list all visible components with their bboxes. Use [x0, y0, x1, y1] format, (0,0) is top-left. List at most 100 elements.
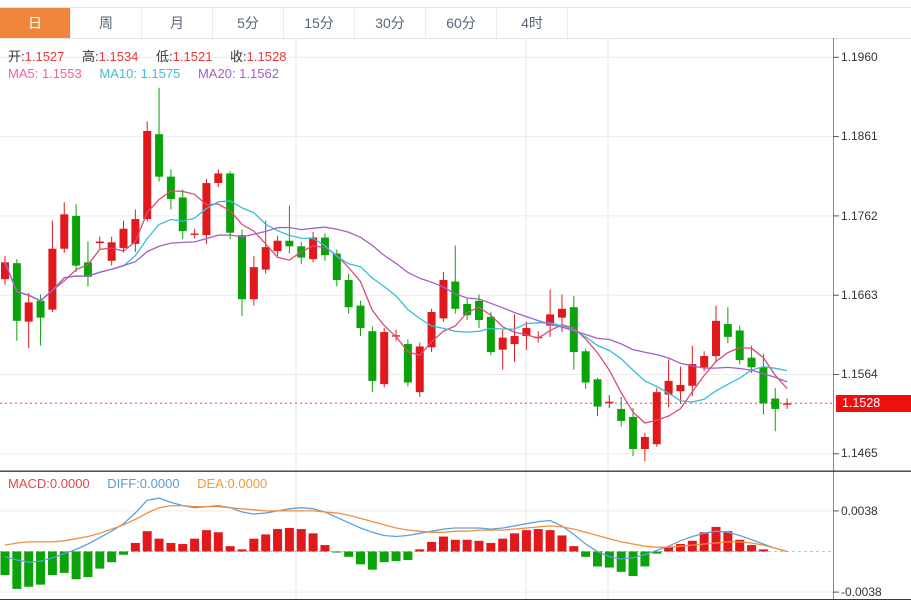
- candle-body: [249, 267, 258, 300]
- candle-body: [557, 308, 566, 318]
- candle-body: [439, 279, 448, 319]
- ma20-label: MA20:: [197, 66, 236, 81]
- macd-bar: [557, 535, 567, 552]
- candle-body: [676, 384, 685, 392]
- ma20-value: 1.1562: [239, 66, 279, 81]
- candle-body: [95, 241, 104, 244]
- macd-bar: [95, 551, 105, 569]
- high-label: 高:: [82, 49, 99, 64]
- ma10-line: [4, 200, 788, 403]
- macd-readout: MACD:0.0000 DIFF:0.0000 DEA:0.0000: [8, 476, 267, 491]
- macd-bar: [284, 527, 294, 552]
- tab-15min[interactable]: 15分: [284, 8, 355, 39]
- candle-body: [24, 302, 33, 322]
- macd-tick-positive: 0.0038: [841, 504, 878, 518]
- candle-body: [238, 235, 246, 300]
- candle-body: [356, 305, 365, 329]
- candle-body: [605, 401, 614, 404]
- price-tick-1: 1.1960: [841, 50, 878, 64]
- candle-body: [700, 356, 709, 368]
- candle-body: [131, 219, 140, 244]
- macd-bar: [83, 551, 93, 578]
- macd-bar: [675, 544, 685, 552]
- macd-bar: [545, 530, 555, 552]
- candle-body: [629, 416, 638, 449]
- ma10-label: MA10:: [99, 66, 137, 81]
- macd-bar: [47, 551, 57, 576]
- macd-bar: [593, 551, 602, 567]
- candle-body: [510, 336, 519, 345]
- tab-day[interactable]: 日: [0, 8, 71, 39]
- macd-bar: [415, 549, 425, 552]
- candle-body: [380, 332, 389, 385]
- diff-value: 0.0000: [139, 476, 180, 491]
- macd-bar: [249, 538, 259, 552]
- candle-body: [735, 330, 744, 361]
- candle-body: [155, 134, 164, 177]
- high-value: 1.1534: [98, 49, 139, 64]
- macd-bar: [438, 536, 448, 552]
- macd-bar: [12, 551, 22, 589]
- candle-body: [664, 380, 673, 395]
- tab-60min[interactable]: 60分: [426, 8, 497, 39]
- candle-body: [712, 320, 720, 357]
- macd-bar: [652, 551, 662, 554]
- candle-body: [581, 351, 590, 383]
- interval-tabbar: 日 周 月 5分 15分 30分 60分 4时: [0, 7, 911, 39]
- price-tick-2: 1.1861: [841, 129, 878, 143]
- macd-tick-negative: -0.0038: [841, 585, 882, 599]
- macd-bar: [344, 551, 354, 557]
- low-label: 低:: [156, 49, 173, 64]
- macd-bar: [308, 533, 318, 552]
- macd-bar: [616, 551, 626, 572]
- macd-bar: [59, 551, 69, 573]
- candlestick-chart-canvas[interactable]: [0, 38, 911, 606]
- macd-bar: [273, 529, 283, 552]
- macd-bar: [403, 551, 413, 561]
- candle-body: [652, 392, 661, 445]
- last-price-tag: 1.1528: [836, 395, 911, 412]
- macd-bar: [758, 549, 768, 552]
- open-label: 开:: [8, 49, 25, 64]
- macd-bar: [0, 551, 10, 576]
- candle-body: [119, 228, 128, 248]
- macd-bar: [581, 551, 591, 557]
- candle-body: [166, 176, 175, 200]
- candle-body: [261, 247, 270, 270]
- price-tick-3: 1.1762: [841, 209, 878, 223]
- macd-bar: [474, 540, 484, 552]
- tab-week[interactable]: 周: [71, 8, 142, 39]
- dea-line: [4, 504, 788, 553]
- macd-bar: [178, 544, 188, 552]
- dea-label: DEA:: [197, 476, 228, 491]
- macd-bar: [213, 532, 223, 552]
- macd-bar: [391, 551, 401, 562]
- candle-body: [498, 337, 507, 350]
- macd-bar: [130, 542, 140, 552]
- candle-body: [309, 237, 318, 260]
- macd-label: MACD:: [8, 476, 50, 491]
- macd-bar: [237, 549, 247, 552]
- macd-bar: [36, 551, 46, 585]
- tab-month[interactable]: 月: [142, 8, 213, 39]
- candle-body: [285, 240, 294, 247]
- ma5-line: [4, 190, 788, 424]
- tab-5min[interactable]: 5分: [213, 8, 284, 39]
- price-tick-5: 1.1564: [841, 367, 878, 381]
- macd-bar: [190, 538, 200, 552]
- low-value: 1.1521: [172, 49, 213, 64]
- chart-stage: 开:1.1527 高:1.1534 低:1.1521 收:1.1528 MA5:…: [0, 38, 911, 606]
- macd-value: 0.0000: [49, 476, 90, 491]
- tab-4hour[interactable]: 4时: [497, 8, 568, 39]
- candle-body: [1, 262, 9, 280]
- candle-body: [546, 314, 555, 326]
- candle-body: [273, 240, 282, 252]
- macd-bar: [486, 542, 496, 552]
- macd-bar: [687, 540, 697, 552]
- ma20-line: [4, 226, 788, 383]
- macd-bar: [154, 538, 164, 552]
- macd-bar: [664, 547, 674, 552]
- candle-body: [522, 328, 531, 337]
- tab-30min[interactable]: 30分: [355, 8, 426, 39]
